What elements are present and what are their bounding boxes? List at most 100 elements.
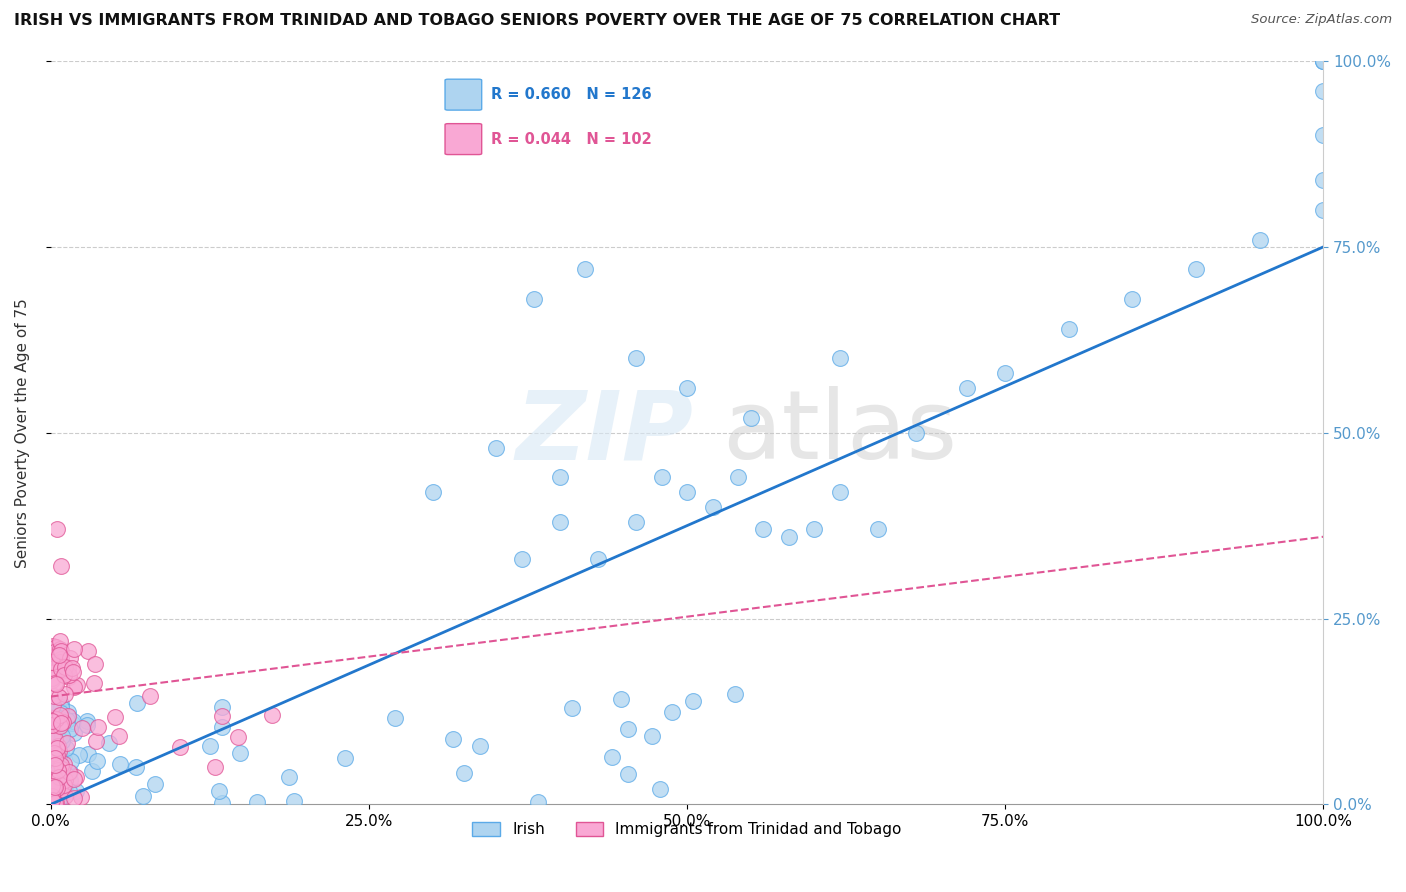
Point: [211, 796, 233, 810]
Point: [143, 777, 166, 791]
Point: [624, 351, 647, 366]
Point: [60, 754, 83, 768]
Point: [1185, 262, 1208, 277]
Point: [48, 648, 70, 662]
Point: [42, 661, 65, 675]
Point: [617, 723, 640, 737]
Point: [211, 700, 233, 714]
Point: [72, 721, 94, 735]
Point: [262, 707, 284, 722]
Point: [65, 783, 87, 797]
Point: [41, 771, 63, 785]
Point: [44, 751, 66, 765]
Point: [44, 676, 66, 690]
Point: [59, 651, 82, 665]
Point: [51, 782, 73, 797]
Point: [65, 770, 87, 784]
Point: [1312, 54, 1334, 69]
Point: [46, 765, 69, 780]
Point: [51, 716, 73, 731]
Point: [49, 762, 72, 776]
Point: [62, 714, 84, 729]
Point: [866, 522, 889, 536]
Point: [103, 710, 125, 724]
Point: [41, 793, 63, 807]
Point: [41, 784, 63, 798]
Point: [53, 780, 76, 794]
Point: [48, 749, 70, 764]
Point: [66, 678, 89, 692]
Point: [46, 741, 69, 756]
Point: [53, 687, 76, 701]
Point: [58, 783, 80, 797]
Point: [586, 552, 609, 566]
Point: [1312, 84, 1334, 98]
Point: [682, 694, 704, 708]
Point: [453, 766, 475, 780]
Point: [45, 748, 67, 763]
Point: [1312, 54, 1334, 69]
Point: [49, 642, 72, 657]
Point: [63, 726, 86, 740]
Point: [600, 749, 623, 764]
Point: [56, 713, 79, 727]
Point: [44, 780, 66, 794]
Point: [55, 741, 77, 756]
Point: [41, 749, 63, 764]
Point: [561, 700, 583, 714]
Point: [45, 723, 67, 737]
Point: [42, 689, 65, 703]
Point: [45, 712, 67, 726]
Point: [752, 522, 775, 536]
Point: [51, 729, 73, 743]
Point: [1312, 54, 1334, 69]
Point: [610, 692, 633, 706]
Point: [48, 712, 70, 726]
Point: [41, 789, 63, 804]
Point: [56, 661, 79, 675]
Point: [42, 711, 65, 725]
Point: [1312, 202, 1334, 217]
Point: [87, 720, 110, 734]
Point: [169, 740, 191, 755]
Point: [52, 772, 75, 787]
Point: [58, 709, 80, 723]
Point: [46, 768, 69, 782]
Point: [49, 706, 72, 721]
Point: [548, 470, 571, 484]
Point: [45, 720, 67, 734]
Point: [41, 718, 63, 732]
Point: [44, 750, 66, 764]
Point: [52, 716, 75, 731]
Point: [485, 441, 508, 455]
Point: [59, 773, 82, 788]
Point: [44, 758, 66, 772]
Point: [384, 711, 406, 725]
Point: [48, 743, 70, 757]
Point: [108, 757, 131, 772]
Point: [246, 795, 269, 809]
Point: [333, 750, 356, 764]
Point: [676, 381, 699, 395]
Point: [44, 640, 66, 654]
Point: [49, 727, 72, 741]
Point: [46, 793, 69, 807]
Point: [60, 661, 83, 675]
Point: [229, 746, 252, 760]
Point: [676, 485, 699, 500]
Point: [283, 794, 305, 808]
Point: [49, 735, 72, 749]
Point: [83, 676, 105, 690]
Point: [53, 660, 76, 674]
Point: [45, 677, 67, 691]
Point: [828, 485, 851, 500]
Point: [76, 714, 98, 729]
Text: ZIP: ZIP: [516, 386, 693, 479]
Point: [46, 522, 69, 536]
Point: [52, 778, 75, 792]
Point: [702, 500, 724, 514]
Point: [51, 714, 73, 729]
Point: [53, 757, 76, 772]
Point: [41, 639, 63, 653]
Point: [67, 747, 90, 762]
